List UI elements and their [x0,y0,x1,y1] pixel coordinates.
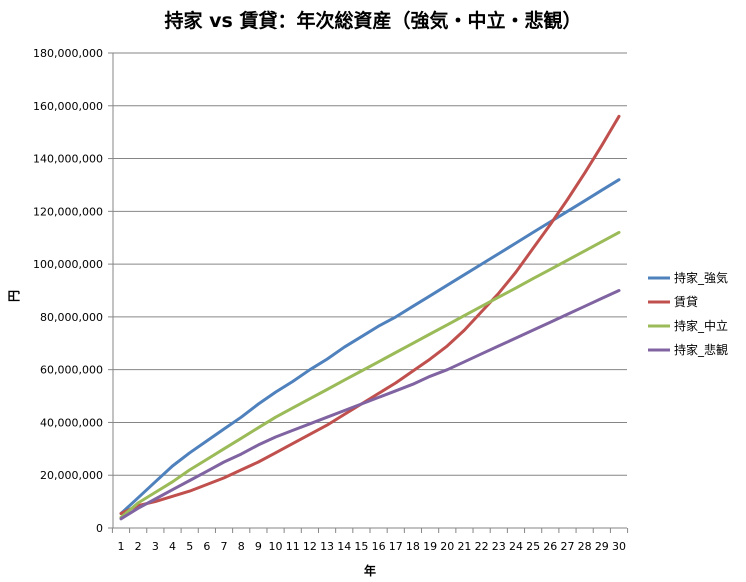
y-axis-label: 円 [7,290,21,302]
x-tick-label: 3 [152,540,159,553]
x-tick-label: 16 [372,540,386,553]
y-tick-label: 100,000,000 [33,258,103,271]
y-tick-label: 120,000,000 [33,205,103,218]
x-tick-label: 19 [423,540,437,553]
x-tick-label: 4 [169,540,176,553]
chart-title: 持家 vs 賃貸：年次総資産（強気・中立・悲観） [164,10,582,32]
x-axis-label: 年 [364,563,376,578]
legend-label: 持家_強気 [674,270,728,285]
x-tick-label: 26 [543,540,557,553]
x-tick-label: 14 [337,540,351,553]
y-tick-label: 180,000,000 [33,47,103,60]
axes [108,52,629,533]
gridlines [113,52,627,476]
y-tick-labels: 0 20,000,000 40,000,000 60,000,000 80,000,00… [33,47,103,535]
x-tick-label: 8 [238,540,245,553]
x-tick-label: 5 [186,540,193,553]
y-tick-label: 60,000,000 [40,364,103,377]
y-tick-label: 20,000,000 [40,469,103,482]
x-tick-label: 15 [354,540,368,553]
x-tick-label: 13 [320,540,334,553]
x-tick-label: 30 [612,540,626,553]
x-tick-label: 10 [269,540,283,553]
series-line [119,178,621,515]
x-tick-label: 20 [440,540,454,553]
x-tick-label: 27 [560,540,574,553]
x-tick-label: 1 [118,540,125,553]
y-tick-label: 140,000,000 [33,153,103,166]
x-tick-label: 11 [286,540,300,553]
x-tick-label: 17 [389,540,403,553]
x-tick-label: 24 [509,540,523,553]
x-tick-labels: 1 2 3 4 5 6 7 8 9 10 11 12 13 14 15 16 17 18 19 20 21 22 23 24 2… [118,540,627,553]
x-tick-label: 28 [578,540,592,553]
x-tick-label: 23 [492,540,506,553]
legend-label: 賃貸 [674,294,698,309]
x-tick-label: 25 [526,540,540,553]
y-tick-label: 80,000,000 [40,311,103,324]
series-line [119,114,621,515]
y-tick-label: 160,000,000 [33,100,103,113]
y-tick-label: 40,000,000 [40,416,103,429]
series-line [119,289,621,521]
x-tick-label: 7 [221,540,228,553]
x-tick-label: 12 [303,540,317,553]
legend-label: 持家_悲観 [674,342,728,357]
y-tick-label: 0 [96,522,103,535]
x-tick-label: 2 [135,540,142,553]
x-tick-label: 6 [203,540,210,553]
x-tick-label: 29 [595,540,609,553]
x-tick-label: 18 [406,540,420,553]
series-lines [119,114,621,521]
legend-label: 持家_中立 [674,318,728,333]
x-tick-label: 21 [457,540,471,553]
series-line [119,230,621,519]
x-tick-label: 22 [475,540,489,553]
x-tick-label: 9 [255,540,262,553]
